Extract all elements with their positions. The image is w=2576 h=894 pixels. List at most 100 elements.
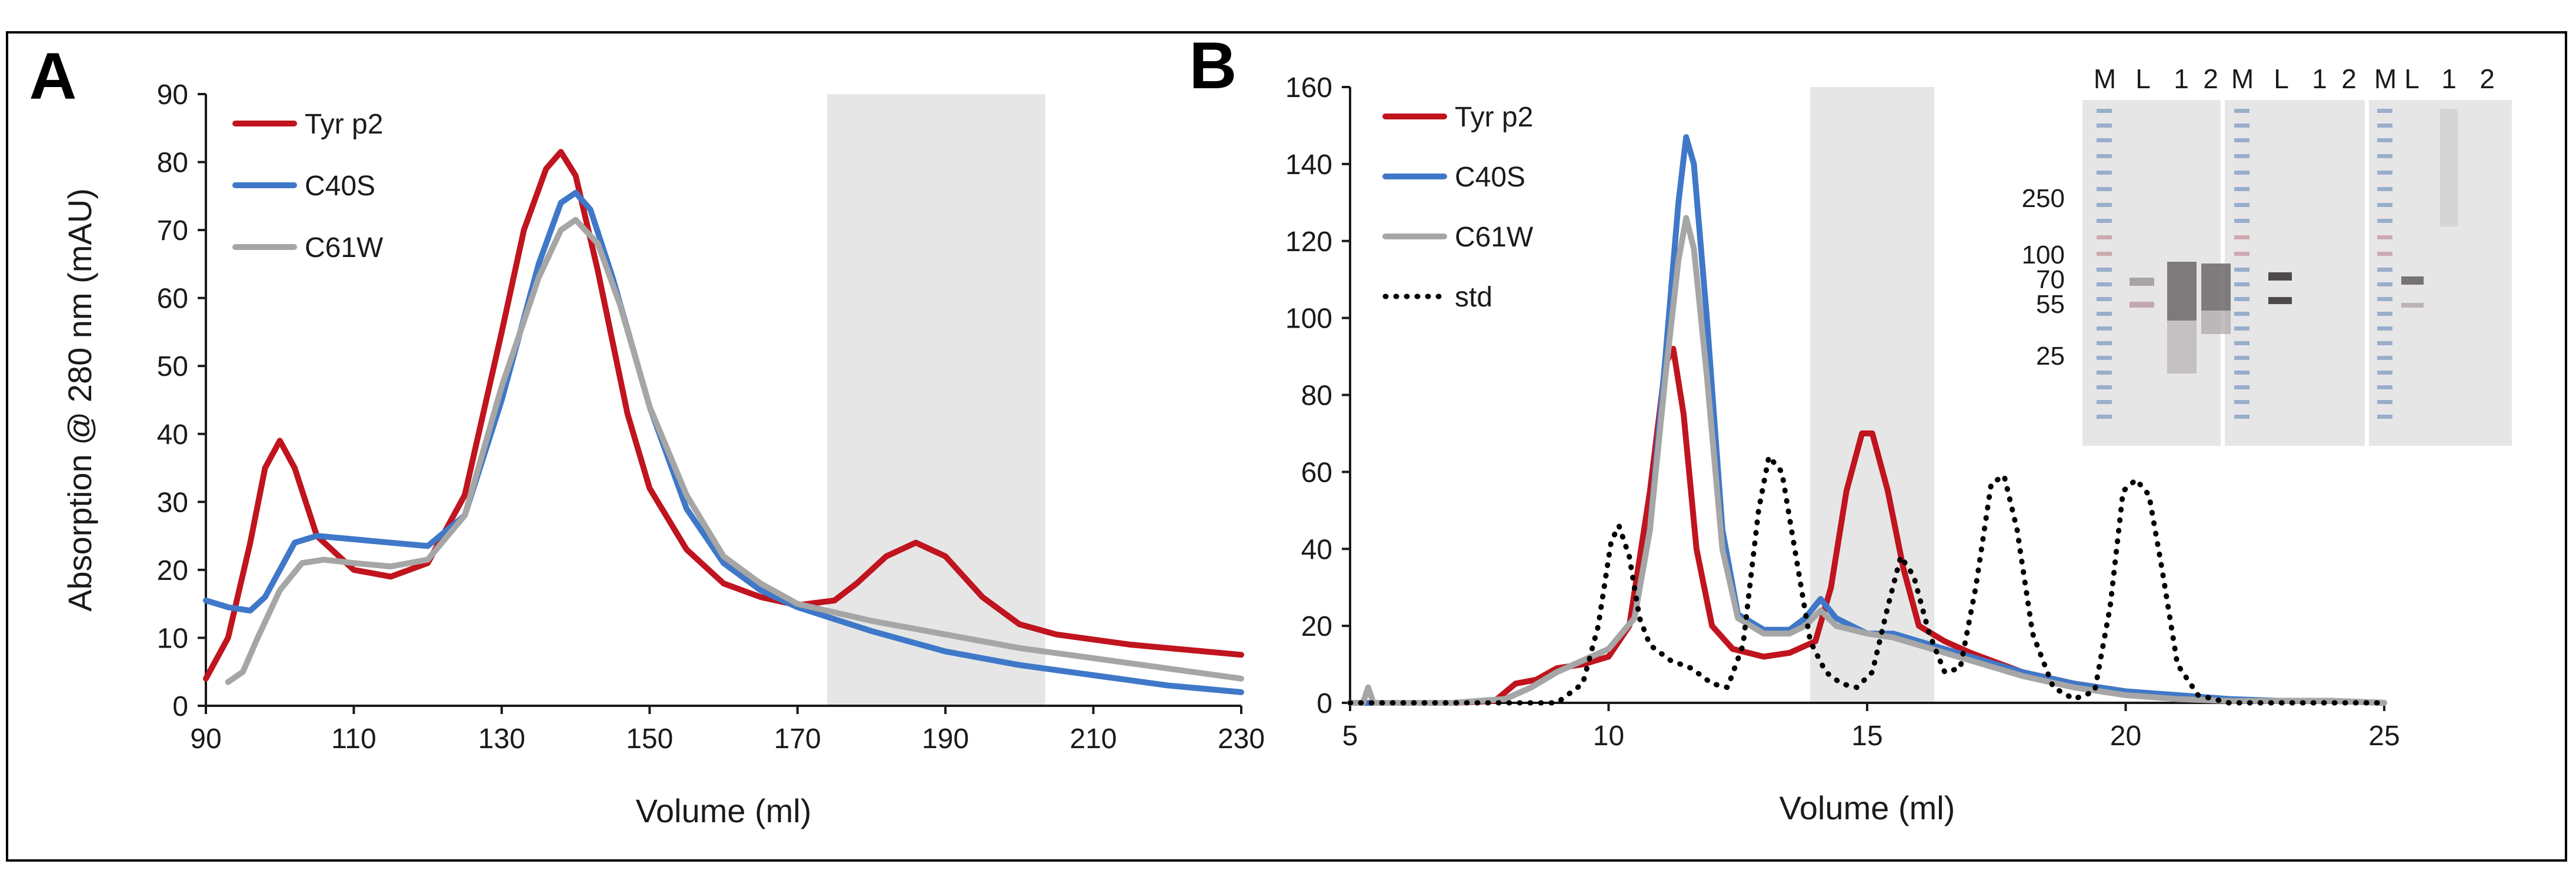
ladder-band [2234, 203, 2250, 207]
ladder-band [2234, 326, 2250, 331]
x-tick-label: 25 [2368, 720, 2400, 752]
ladder-band [2097, 252, 2112, 256]
lane-label: 1 [2174, 64, 2189, 94]
x-tick-label: 110 [331, 723, 376, 755]
ladder-band [2377, 138, 2392, 142]
x-axis-label: Volume (ml) [1779, 789, 1955, 826]
ladder-band [2097, 371, 2112, 375]
ladder-band [2234, 154, 2250, 158]
ladder-band [2234, 312, 2250, 316]
y-tick-label: 100 [1285, 303, 1332, 335]
ladder-band [2377, 282, 2392, 286]
ladder-band [2097, 341, 2112, 345]
x-tick-label: 150 [626, 723, 673, 755]
y-tick-label: 160 [1285, 72, 1332, 104]
ladder-band [2377, 341, 2392, 345]
ladder-band [2377, 385, 2392, 389]
mw-marker-label: 25 [2036, 342, 2065, 371]
protein-smear [2201, 263, 2231, 311]
ladder-band [2097, 138, 2112, 142]
figure-frame [6, 31, 2567, 862]
legend-label: std [1455, 282, 1492, 313]
lane-label: 2 [2341, 64, 2357, 94]
ladder-band [2097, 385, 2112, 389]
legend-label: C40S [1455, 162, 1525, 193]
y-tick-label: 70 [157, 215, 188, 246]
panel-label: A [29, 39, 77, 113]
ladder-band [2097, 400, 2112, 404]
lane-label: L [2135, 64, 2151, 94]
panel-a: 0 10 20 30 40 50 60 70 80 90 90 110 130 150 170 190 210 2… [29, 39, 1265, 829]
lane-label: 2 [2480, 64, 2495, 94]
series-line-c61w [225, 216, 1244, 685]
ladder-band [2234, 138, 2250, 142]
mw-marker-label: 100 [2022, 241, 2065, 269]
ladder-band [2097, 187, 2112, 191]
ladder-band [2234, 124, 2250, 128]
lane-label: M [2231, 64, 2254, 94]
x-tick-label: 170 [774, 723, 821, 755]
ladder-band [2097, 282, 2112, 286]
ladder-band [2377, 187, 2392, 191]
ladder-band [2097, 219, 2112, 223]
ladder-band [2234, 187, 2250, 191]
x-tick-label: 15 [1851, 720, 1882, 752]
legend-label: Tyr p2 [1455, 102, 1533, 133]
ladder-band [2097, 415, 2112, 419]
protein-band [2130, 302, 2154, 308]
mw-marker-label: 250 [2022, 184, 2065, 213]
shaded-region [827, 94, 1045, 706]
x-tick-label: 20 [2110, 720, 2141, 752]
protein-band [2268, 297, 2292, 304]
ladder-band [2377, 297, 2392, 301]
ladder-band [2097, 268, 2112, 272]
ladder-band [2377, 124, 2392, 128]
ladder-band [2377, 252, 2392, 256]
y-axis-label: Absorption @ 280 nm (mAU) [61, 188, 98, 612]
ladder-band [2377, 109, 2392, 113]
protein-smear [2167, 262, 2197, 321]
ladder-band [2234, 356, 2250, 360]
ladder-band [2234, 297, 2250, 301]
ladder-band [2377, 219, 2392, 223]
mw-marker-label: 70 [2036, 265, 2065, 294]
ladder-band [2234, 235, 2250, 239]
y-tick-label: 80 [1301, 381, 1332, 412]
lane-label: 2 [2203, 64, 2218, 94]
lane-label: L [2404, 64, 2420, 94]
y-tick-label: 30 [157, 487, 188, 518]
panel-label: B [1189, 29, 1237, 102]
ladder-band [2234, 171, 2250, 175]
y-tick-label: 140 [1285, 149, 1332, 181]
series-line-c61w [1347, 215, 2387, 706]
blot-membrane [2082, 100, 2221, 446]
y-tick-label: 20 [157, 555, 188, 586]
panel-b: 0 20 40 60 80 100 120 140 160 5 10 15 20 25 Volume (ml… [1189, 29, 2400, 826]
y-tick-label: 40 [157, 419, 188, 451]
ladder-band [2377, 312, 2392, 316]
ladder-band [2097, 124, 2112, 128]
x-tick-label: 230 [1218, 723, 1265, 755]
y-tick-label: 10 [157, 623, 188, 654]
blot-membrane [2225, 100, 2365, 446]
ladder-band [2377, 203, 2392, 207]
lane-label: L [2274, 64, 2289, 94]
ladder-band [2097, 326, 2112, 331]
ladder-band [2234, 385, 2250, 389]
ladder-band [2234, 268, 2250, 272]
y-tick-label: 80 [157, 148, 188, 179]
ladder-band [2097, 297, 2112, 301]
x-axis-label: Volume (ml) [636, 792, 812, 829]
legend-label: Tyr p2 [305, 109, 383, 140]
series-line-std [1347, 453, 2387, 706]
ladder-band [2097, 109, 2112, 113]
y-tick-label: 0 [172, 691, 188, 722]
y-tick-label: 60 [157, 283, 188, 315]
mw-marker-label: 55 [2036, 290, 2065, 319]
legend-label: C40S [305, 171, 375, 202]
ladder-band [2234, 341, 2250, 345]
ladder-band [2234, 415, 2250, 419]
ladder-band [2234, 371, 2250, 375]
lane-label: 1 [2441, 64, 2457, 94]
